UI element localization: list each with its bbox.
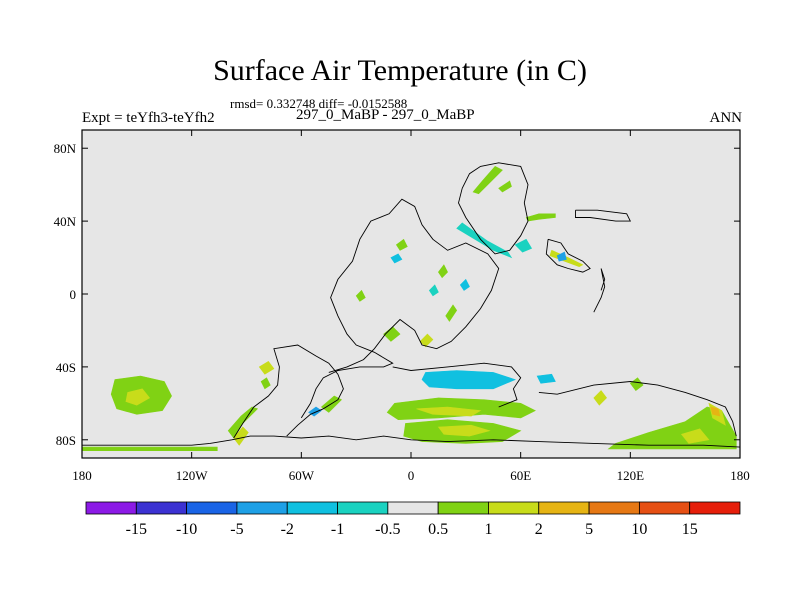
stats-text: rmsd= 0.332748 diff= -0.0152588 bbox=[230, 96, 408, 111]
field-region-36 bbox=[629, 377, 644, 392]
colorbar-box-9 bbox=[538, 501, 590, 515]
colorbar-label-9: 5 bbox=[585, 521, 593, 538]
colorbar-box-11 bbox=[638, 501, 691, 515]
field-region-9 bbox=[680, 428, 710, 444]
field-region-22 bbox=[456, 222, 513, 259]
colorbar-box-3 bbox=[236, 501, 288, 515]
chart-title: Surface Air Temperature (in C) bbox=[213, 54, 587, 87]
field-region-33 bbox=[355, 289, 366, 302]
field-region-11 bbox=[710, 406, 721, 417]
colorbar-box-5 bbox=[337, 501, 389, 515]
axis-ticks: 180 120W 60W 0 60E 120E 180 80N 40N 0 40S 80S bbox=[54, 130, 750, 483]
colorbar-box-8 bbox=[488, 501, 540, 515]
field-region-23 bbox=[472, 166, 503, 195]
colorbar-label-5: -0.5 bbox=[375, 521, 400, 538]
x-tick-label-2: 60W bbox=[289, 468, 315, 483]
colorbar: -15 -10 -5 -2 -1 -0.5 0.5 1 2 5 10 15 bbox=[85, 501, 741, 538]
colorbar-box-4 bbox=[286, 501, 338, 515]
field-region-13 bbox=[233, 426, 249, 446]
x-tick-label-5: 120E bbox=[617, 468, 645, 483]
x-tick-label-3: 0 bbox=[408, 468, 415, 483]
colorbar-box-7 bbox=[437, 501, 489, 515]
colorbar-label-7: 1 bbox=[484, 521, 492, 538]
field-region-15 bbox=[260, 377, 271, 390]
y-tick-label-2: 0 bbox=[70, 287, 77, 302]
colorbar-label-3: -2 bbox=[281, 521, 294, 538]
colorbar-box-10 bbox=[588, 501, 640, 515]
coastline-4 bbox=[545, 238, 591, 273]
field-layer bbox=[82, 166, 737, 452]
colorbar-box-2 bbox=[186, 501, 238, 515]
colorbar-label-11: 15 bbox=[682, 521, 698, 538]
colorbar-label-0: -15 bbox=[126, 521, 147, 538]
coastline-7 bbox=[538, 381, 737, 437]
field-region-30 bbox=[390, 253, 403, 264]
field-region-29 bbox=[395, 238, 408, 251]
field-region-32 bbox=[459, 278, 470, 291]
field-region-24 bbox=[498, 180, 512, 193]
field-region-27 bbox=[556, 251, 567, 262]
period-label: 297_0_MaBP - 297_0_MaBP bbox=[296, 107, 475, 123]
coastline-layer bbox=[82, 162, 740, 448]
y-tick-label-4: 80S bbox=[56, 433, 76, 448]
field-region-34 bbox=[428, 284, 439, 297]
colorbar-label-2: -5 bbox=[230, 521, 243, 538]
y-tick-label-0: 80N bbox=[54, 141, 77, 156]
coastline-1 bbox=[233, 344, 344, 439]
colorbar-label-10: 10 bbox=[631, 521, 647, 538]
coastline-3 bbox=[458, 162, 529, 255]
experiment-label: Expt = teYfh3-teYfh2 bbox=[82, 110, 215, 126]
x-tick-label-6: 180 bbox=[730, 468, 750, 483]
coastline-0 bbox=[82, 435, 740, 448]
colorbar-label-4: -1 bbox=[331, 521, 344, 538]
field-region-7 bbox=[536, 373, 556, 384]
colorbar-label-6: 0.5 bbox=[428, 521, 448, 538]
coastline-8 bbox=[392, 362, 522, 408]
coastline-2 bbox=[300, 198, 500, 419]
field-region-1 bbox=[125, 388, 151, 406]
colorbar-label-1: -10 bbox=[176, 521, 197, 538]
x-tick-label-4: 60E bbox=[510, 468, 531, 483]
field-region-35 bbox=[593, 390, 607, 406]
colorbar-box-0 bbox=[85, 501, 137, 515]
coastline-5 bbox=[575, 209, 632, 222]
colorbar-box-6 bbox=[387, 501, 439, 515]
field-region-6 bbox=[421, 370, 517, 390]
field-region-25 bbox=[514, 238, 533, 253]
field-region-5 bbox=[437, 424, 491, 437]
colorbar-label-8: 2 bbox=[535, 521, 543, 538]
x-tick-label-0: 180 bbox=[72, 468, 92, 483]
season-label: ANN bbox=[709, 110, 743, 126]
field-region-21 bbox=[445, 304, 458, 322]
coastline-6 bbox=[593, 268, 606, 313]
x-tick-label-1: 120W bbox=[176, 468, 209, 483]
field-region-18 bbox=[258, 361, 275, 375]
colorbar-box-1 bbox=[135, 501, 188, 515]
field-region-31 bbox=[438, 264, 448, 279]
field-region-14 bbox=[82, 446, 218, 452]
field-region-4 bbox=[416, 406, 482, 417]
colorbar-box-12 bbox=[689, 501, 741, 515]
y-tick-label-1: 40N bbox=[54, 214, 77, 229]
y-tick-label-3: 40S bbox=[56, 360, 76, 375]
